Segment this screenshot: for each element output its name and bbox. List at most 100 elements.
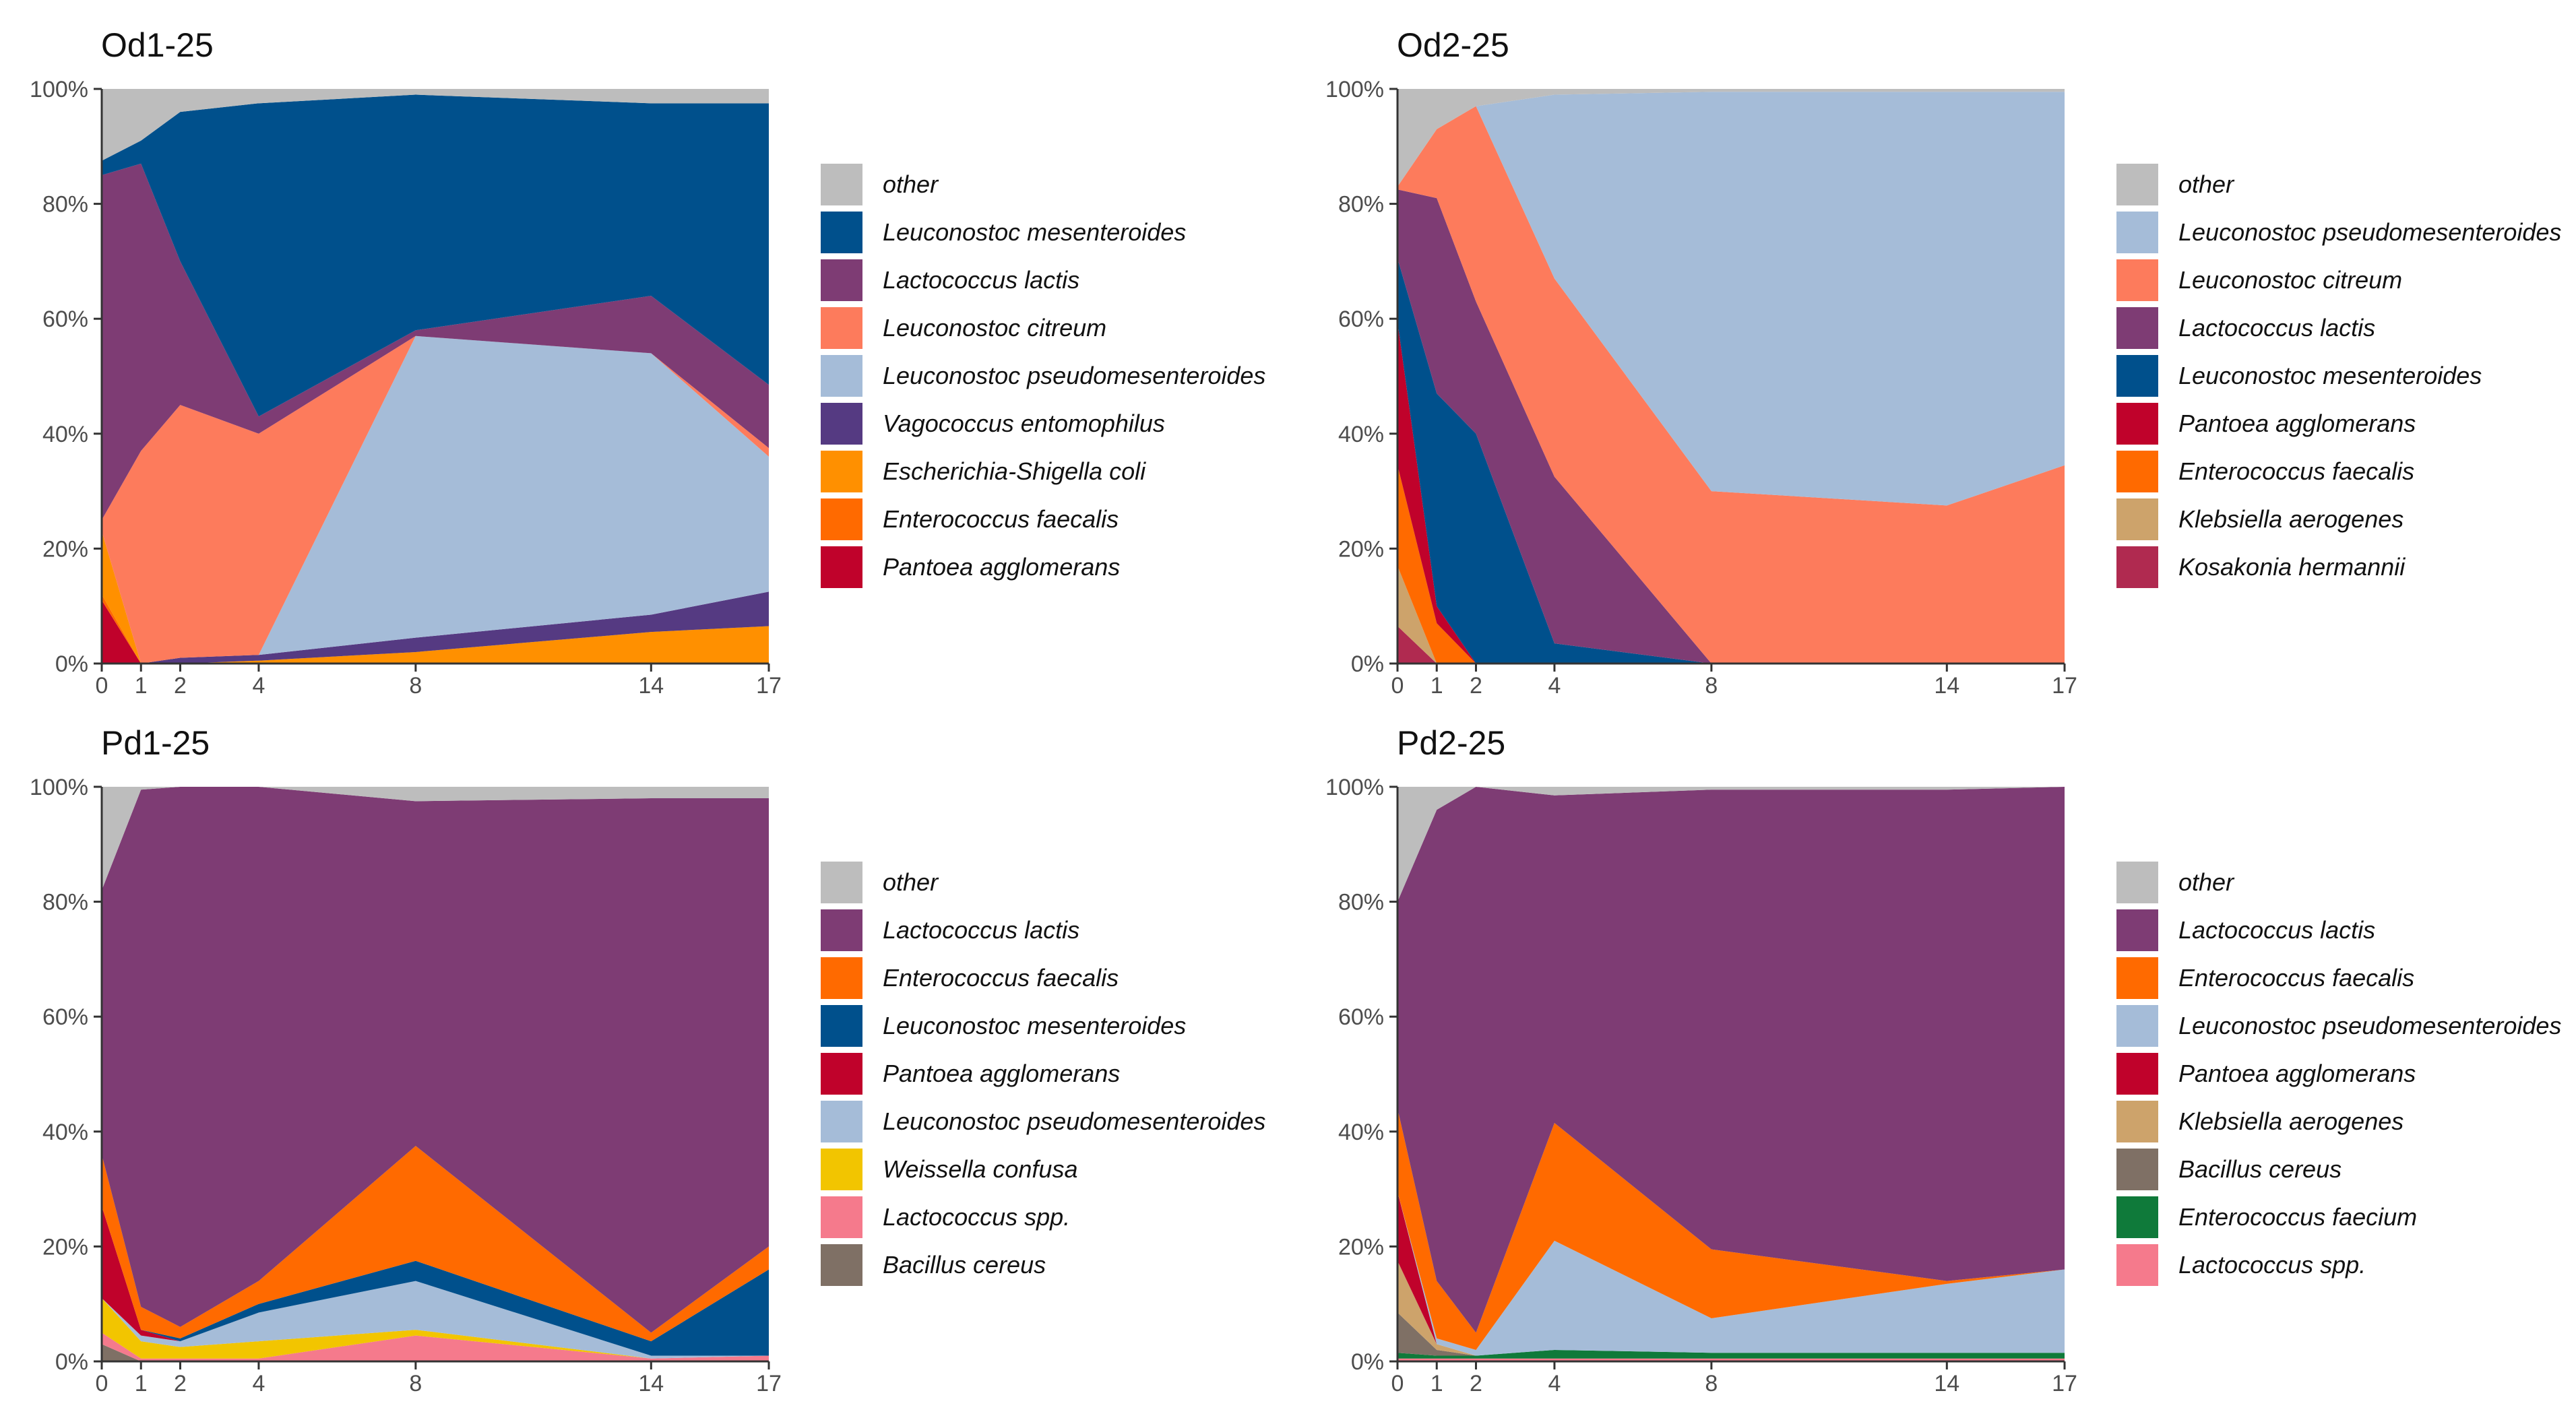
legend-swatch — [2116, 259, 2158, 301]
legend-item: Vagococcus entomophilus — [821, 399, 1265, 447]
legend-swatch — [2116, 450, 2158, 492]
legend-swatch — [821, 1100, 862, 1142]
area-series — [102, 89, 769, 161]
y-tick-label: 60% — [1338, 1004, 1384, 1030]
legend-label: Leuconostoc pseudomesenteroides — [2178, 1011, 2562, 1039]
legend-label: Pantoea agglomerans — [883, 1059, 1121, 1087]
y-tick-label: 40% — [1338, 422, 1384, 447]
legend-label: Kosakonia hermannii — [2178, 552, 2406, 581]
x-tick-label: 14 — [1934, 673, 1959, 694]
area-series — [1397, 92, 2065, 506]
y-tick-label: 100% — [1325, 775, 1384, 800]
y-tick-label: 40% — [1338, 1120, 1384, 1145]
y-tick-label: 40% — [42, 1120, 88, 1145]
legend-swatch — [821, 546, 862, 588]
area-series — [102, 1298, 769, 1359]
y-tick-label: 60% — [1338, 306, 1384, 332]
legend-label: Pantoea agglomerans — [2178, 409, 2416, 437]
area-series — [1397, 89, 2065, 187]
legend-label: Pantoea agglomerans — [883, 552, 1121, 581]
legend-label: Enterococcus faecium — [2178, 1202, 2418, 1231]
legend-swatch — [2116, 1004, 2158, 1047]
area-series — [1397, 787, 2065, 1333]
legend-label: Bacillus cereus — [2178, 1155, 2342, 1183]
legend-item: other — [821, 858, 1265, 906]
legend-swatch — [2116, 163, 2158, 205]
legend-swatch — [2116, 957, 2158, 999]
legend-swatch — [2116, 546, 2158, 588]
legend-label: Enterococcus faecalis — [883, 963, 1119, 992]
legend-item: Enterococcus faecium — [2116, 1193, 2561, 1241]
legend-label: Enterococcus faecalis — [883, 505, 1119, 533]
legend-item: Leuconostoc mesenteroides — [2116, 352, 2561, 399]
legend-item: Pantoea agglomerans — [821, 1050, 1265, 1097]
legend-swatch — [2116, 1196, 2158, 1238]
x-tick-label: 2 — [174, 1371, 187, 1392]
x-tick-label: 1 — [135, 673, 148, 694]
area-series — [1397, 1192, 2065, 1356]
y-tick-label: 80% — [1338, 192, 1384, 218]
legend-item: Leuconostoc pseudomesenteroides — [2116, 1002, 2561, 1050]
y-tick-label: 0% — [1351, 651, 1384, 677]
legend-item: Lactococcus lactis — [821, 256, 1265, 304]
legend-item: Pantoea agglomerans — [2116, 399, 2561, 447]
area-series — [102, 1281, 769, 1359]
legend-swatch — [2116, 306, 2158, 349]
legend-swatch — [821, 1052, 862, 1095]
legend-swatch — [821, 211, 862, 253]
legend-swatch — [821, 306, 862, 349]
chart-plot: 0% 20% 40% 60% 80% 100% 0 1 2 4 8 14 17 — [30, 775, 782, 1392]
legend: other Lactococcus lactis Enterococcus fa… — [2116, 858, 2561, 1289]
y-tick-label: 80% — [42, 192, 88, 218]
legend-label: Escherichia-Shigella coli — [883, 457, 1146, 485]
legend-swatch — [821, 402, 862, 445]
y-tick-label: 0% — [55, 1349, 88, 1375]
legend-swatch — [821, 450, 862, 492]
legend-label: Leuconostoc citreum — [2178, 265, 2403, 294]
area-series — [102, 787, 769, 891]
y-tick-label: 80% — [1338, 890, 1384, 915]
legend-swatch — [821, 259, 862, 301]
x-tick-label: 17 — [2052, 1371, 2077, 1392]
chart-plot: 0% 20% 40% 60% 80% 100% 0 1 2 4 8 14 17 — [1325, 775, 2077, 1392]
legend-swatch — [821, 163, 862, 205]
legend-label: Lactococcus lactis — [2178, 313, 2376, 342]
legend-item: other — [2116, 858, 2561, 906]
legend-item: Enterococcus faecalis — [2116, 954, 2561, 1002]
y-tick-label: 20% — [42, 1234, 88, 1260]
chart-title: Pd2-25 — [1397, 724, 1506, 762]
legend-label: other — [883, 868, 939, 896]
legend-label: Klebsiella aerogenes — [2178, 1107, 2404, 1135]
y-tick-label: 100% — [30, 77, 88, 102]
legend-item: Klebsiella aerogenes — [2116, 495, 2561, 543]
legend-label: Enterococcus faecalis — [2178, 457, 2415, 485]
chart-plot: 0% 20% 40% 60% 80% 100% 0 1 2 4 8 14 17 — [1325, 77, 2077, 694]
area-series — [102, 1206, 769, 1356]
chart-plot: 0% 20% 40% 60% 80% 100% 0 1 2 4 8 14 17 — [30, 77, 782, 694]
area-series — [1397, 189, 2065, 664]
legend-swatch — [2116, 211, 2158, 253]
x-tick-label: 2 — [174, 673, 187, 694]
area-series — [1397, 1349, 2065, 1359]
x-tick-label: 8 — [1705, 1371, 1718, 1392]
legend-label: other — [2178, 170, 2234, 198]
legend-item: Pantoea agglomerans — [2116, 1050, 2561, 1097]
legend-item: Leuconostoc pseudomesenteroides — [821, 1097, 1265, 1145]
legend-label: other — [883, 170, 939, 198]
x-tick-label: 14 — [1934, 1371, 1959, 1392]
legend-item: Lactococcus lactis — [2116, 304, 2561, 352]
area-series — [102, 787, 769, 1333]
legend-item: Leuconostoc pseudomesenteroides — [2116, 208, 2561, 256]
legend-item: Pantoea agglomerans — [821, 543, 1265, 591]
x-tick-label: 1 — [1431, 673, 1443, 694]
legend-swatch — [821, 861, 862, 903]
y-tick-label: 20% — [42, 536, 88, 562]
legend-swatch — [821, 909, 862, 951]
x-tick-label: 0 — [1391, 1371, 1404, 1392]
legend: other Lactococcus lactis Enterococcus fa… — [821, 858, 1265, 1289]
legend-swatch — [821, 354, 862, 397]
legend-item: other — [2116, 160, 2561, 208]
y-tick-label: 20% — [1338, 1234, 1384, 1260]
x-tick-label: 17 — [756, 673, 782, 694]
legend-label: Enterococcus faecalis — [2178, 963, 2415, 992]
